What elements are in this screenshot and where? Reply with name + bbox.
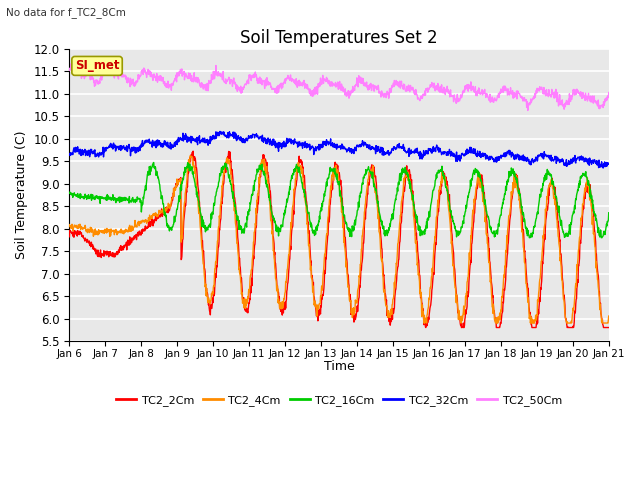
Legend: TC2_2Cm, TC2_4Cm, TC2_16Cm, TC2_32Cm, TC2_50Cm: TC2_2Cm, TC2_4Cm, TC2_16Cm, TC2_32Cm, TC…	[111, 390, 566, 410]
Text: No data for f_TC2_8Cm: No data for f_TC2_8Cm	[6, 7, 126, 18]
Title: Soil Temperatures Set 2: Soil Temperatures Set 2	[240, 29, 438, 48]
X-axis label: Time: Time	[324, 360, 355, 373]
Y-axis label: Soil Temperature (C): Soil Temperature (C)	[15, 131, 28, 259]
Text: SI_met: SI_met	[75, 60, 119, 72]
